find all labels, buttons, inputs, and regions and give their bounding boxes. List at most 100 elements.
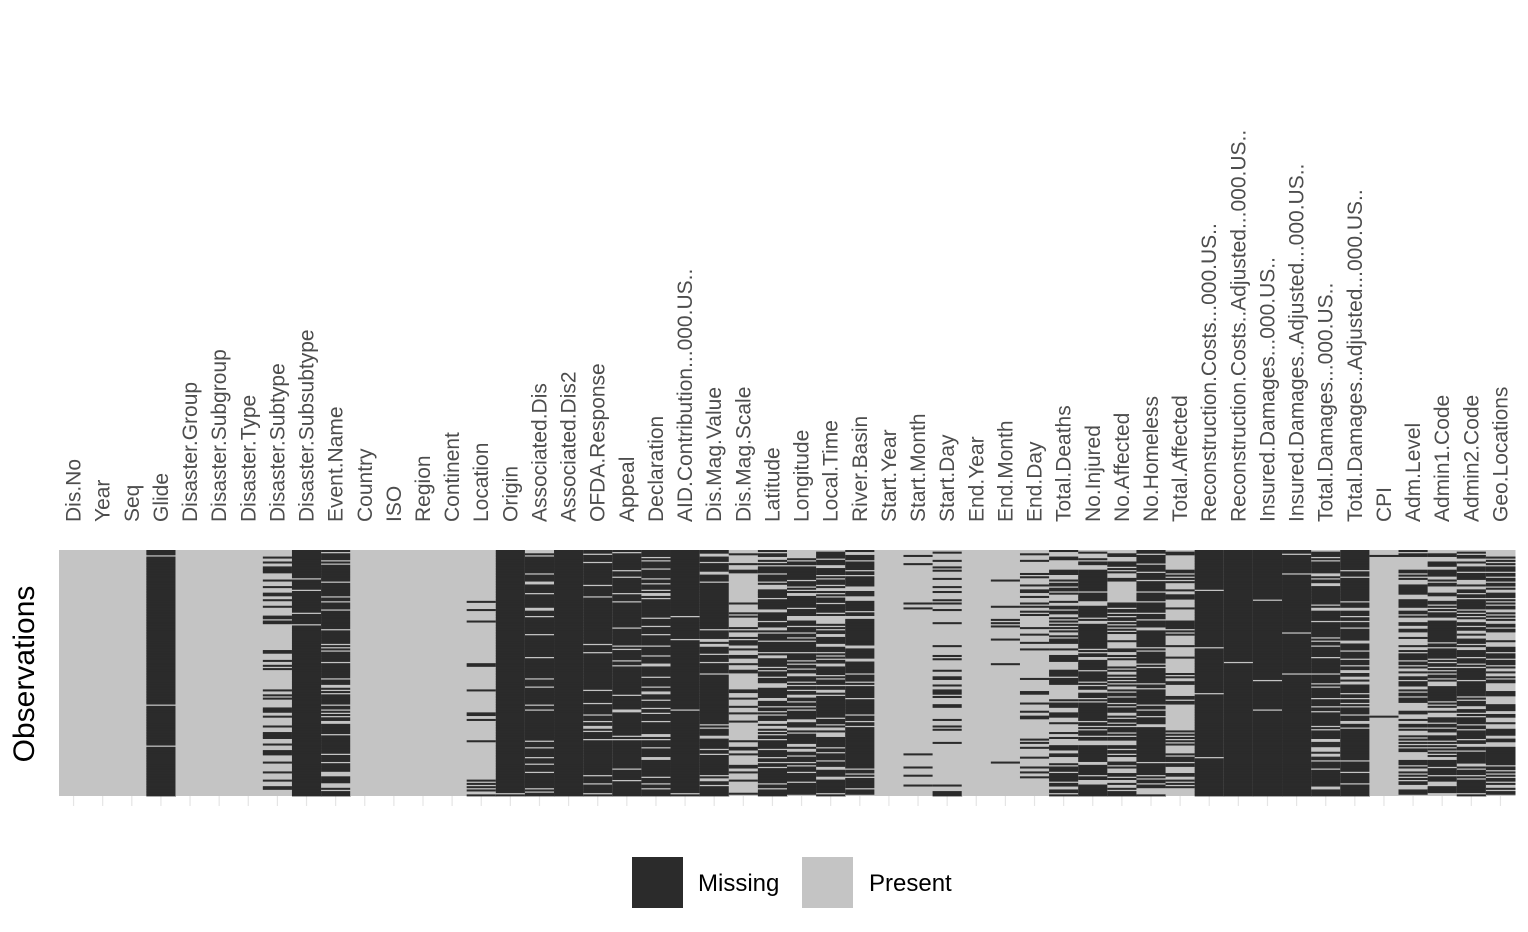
missing-cell [1456, 784, 1487, 787]
missing-cell [1340, 763, 1370, 766]
missing-cell [816, 779, 846, 782]
missing-cell [1136, 556, 1167, 559]
missing-cell [1485, 612, 1516, 615]
missing-cell [1340, 584, 1370, 587]
missing-cell [612, 602, 642, 605]
missing-cell [495, 676, 526, 679]
missing-cell [1078, 592, 1108, 595]
missing-cell [554, 687, 584, 690]
missing-cell [1456, 736, 1487, 739]
missing-cell [1282, 794, 1312, 797]
missing-cell [321, 633, 351, 636]
missing-cell [612, 774, 642, 777]
missing-cell [641, 771, 672, 774]
missing-cell [1136, 613, 1167, 616]
missing-cell [641, 773, 672, 776]
missing-cell [495, 771, 526, 774]
missing-cell [612, 653, 642, 656]
missing-cell [787, 792, 817, 795]
missing-cell [641, 602, 672, 605]
missing-cell [1427, 648, 1458, 651]
missing-cell [845, 705, 875, 708]
missing-cell [1165, 786, 1196, 789]
missing-cell [1136, 771, 1167, 774]
missing-cell [1485, 755, 1516, 758]
missing-cell [495, 736, 526, 739]
missing-cell [583, 569, 613, 572]
missing-cell [291, 558, 322, 561]
missing-cell [495, 782, 526, 785]
missing-cell [1194, 697, 1225, 700]
missing-cell [728, 669, 759, 672]
missing-cell [845, 761, 875, 764]
missing-cell [1252, 586, 1283, 589]
missing-cell [291, 625, 322, 628]
missing-cell [1340, 651, 1370, 654]
missing-cell [146, 604, 176, 607]
missing-cell [670, 705, 701, 708]
missing-cell [757, 791, 788, 794]
missing-cell [291, 794, 322, 797]
missing-cell [524, 732, 555, 735]
missing-cell [321, 769, 351, 772]
missing-cell [495, 586, 526, 589]
missing-cell [990, 579, 1021, 582]
missing-cell [641, 794, 672, 797]
missing-cell [1427, 563, 1458, 566]
missing-cell [1311, 659, 1341, 662]
missing-cell [1078, 764, 1108, 767]
missing-cell [262, 561, 293, 564]
missing-cell [583, 695, 613, 698]
cell-column-End.Day [1019, 550, 1050, 796]
missing-cell [1340, 558, 1370, 561]
missing-cell [1311, 781, 1341, 784]
missing-cell [1049, 620, 1079, 623]
missing-cell [583, 605, 613, 608]
missing-cell [1427, 779, 1458, 782]
missing-cell [1019, 648, 1050, 651]
missing-cell [1107, 787, 1137, 790]
missing-cell [1223, 750, 1254, 753]
missing-cell [1311, 722, 1341, 725]
missing-cell [1252, 554, 1283, 557]
missing-cell [1107, 763, 1137, 766]
missing-cell [932, 577, 963, 580]
missing-cell [524, 668, 555, 671]
missing-cell [146, 679, 176, 682]
missing-cell [495, 569, 526, 572]
missing-cell [1311, 612, 1341, 615]
missing-cell [699, 686, 730, 689]
missing-cell [554, 651, 584, 654]
missing-cell [816, 712, 846, 715]
missing-cell [1398, 636, 1429, 639]
missing-cell [321, 673, 351, 676]
missing-cell [1282, 566, 1312, 569]
column-label: Total.Affected [1169, 395, 1192, 522]
missing-cell [1427, 654, 1458, 657]
missing-cell [1252, 769, 1283, 772]
column-label: Start.Year [878, 429, 901, 522]
missing-cell [583, 722, 613, 725]
missing-cell [1049, 748, 1079, 751]
missing-cell [554, 610, 584, 613]
missing-cell [495, 659, 526, 662]
missing-cell [321, 571, 351, 574]
missing-cell [1456, 671, 1487, 674]
missing-cell [1456, 727, 1487, 730]
missing-cell [1282, 671, 1312, 674]
missing-cell [1165, 764, 1196, 767]
missing-cell [1398, 710, 1429, 713]
missing-cell [524, 597, 555, 600]
column-label: Geo.Locations [1489, 387, 1512, 522]
missing-cell [1398, 615, 1429, 618]
missing-cell [524, 635, 555, 638]
missing-cell [1427, 602, 1458, 605]
missing-cell [321, 792, 351, 795]
missing-cell [1252, 640, 1283, 643]
missing-cell [1252, 751, 1283, 754]
missing-cell [495, 610, 526, 613]
missing-cell [845, 651, 875, 654]
missing-cell [1427, 671, 1458, 674]
missing-cell [670, 599, 701, 602]
missing-cell [1311, 602, 1341, 605]
